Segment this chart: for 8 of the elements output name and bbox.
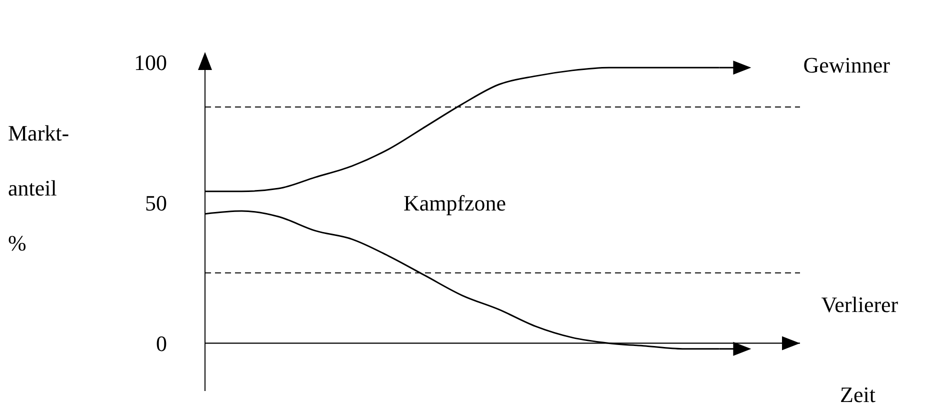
- y-tick-label: 0: [156, 331, 167, 356]
- text: Markt- anteil %: [8, 120, 70, 256]
- text: Verlierer: [821, 292, 899, 317]
- annotation: Kampfzone: [403, 190, 506, 216]
- y-tick-label: 100: [134, 50, 167, 75]
- y-tick-label: 50: [145, 190, 167, 216]
- x-axis-title: Zeit: [840, 382, 876, 407]
- legend-label: Gewinner: [803, 52, 891, 78]
